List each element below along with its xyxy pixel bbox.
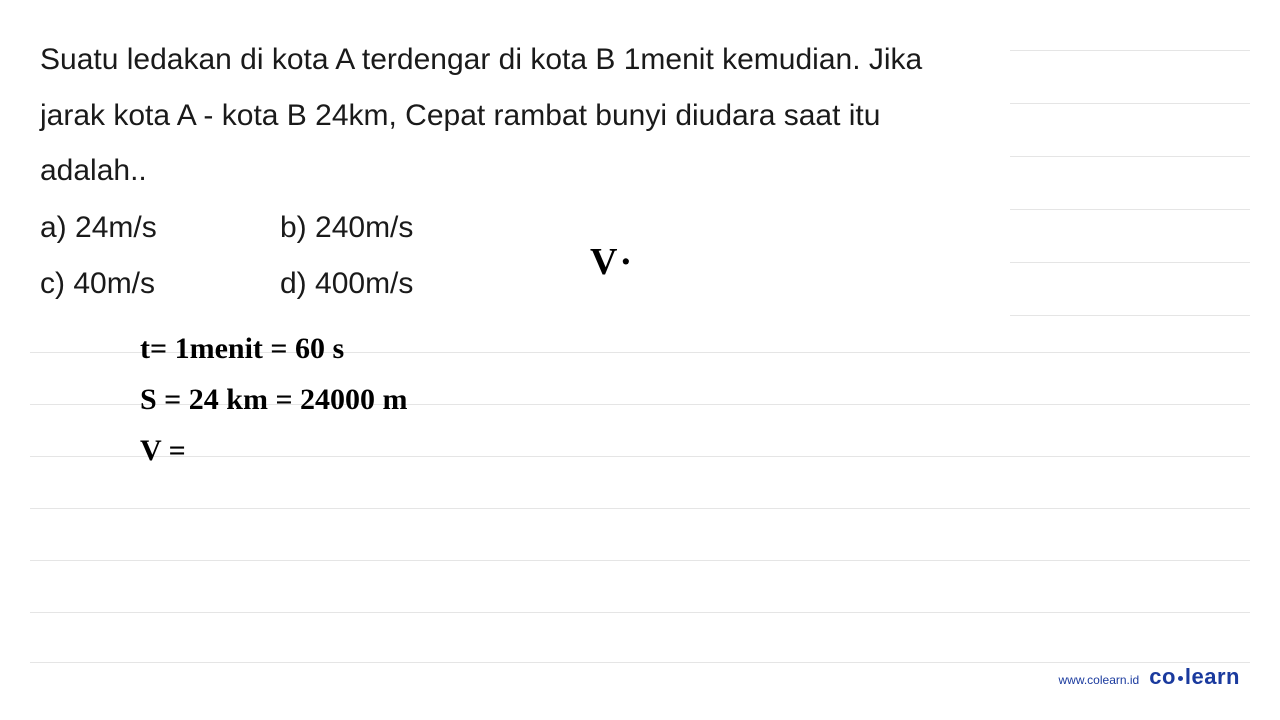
footer: www.colearn.id colearn: [1059, 664, 1240, 690]
rule-line: [30, 612, 1250, 613]
logo-dot-icon: [1178, 676, 1183, 681]
handwritten-v-symbol: V·: [590, 240, 634, 284]
brand-logo: colearn: [1149, 664, 1240, 690]
logo-part-1: co: [1149, 664, 1176, 689]
handwritten-work: t= 1menit = 60 s S = 24 km = 24000 m V =: [140, 323, 1240, 476]
option-row-2: c) 40m/s d) 400m/s: [40, 267, 1240, 301]
content-area: Suatu ledakan di kota A terdengar di kot…: [0, 0, 1280, 476]
option-c: c) 40m/s: [40, 267, 280, 301]
handwritten-line-2: S = 24 km = 24000 m: [140, 374, 1240, 425]
question-text: Suatu ledakan di kota A terdengar di kot…: [40, 32, 940, 199]
logo-part-2: learn: [1185, 664, 1240, 689]
rule-line: [30, 662, 1250, 663]
options-block: a) 24m/s b) 240m/s c) 40m/s d) 400m/s: [40, 211, 1240, 301]
option-row-1: a) 24m/s b) 240m/s: [40, 211, 1240, 245]
handwritten-line-1: t= 1menit = 60 s: [140, 323, 1240, 374]
rule-line: [30, 508, 1250, 509]
rule-line: [30, 560, 1250, 561]
option-d: d) 400m/s: [280, 267, 520, 301]
handwritten-line-3: V =: [140, 425, 1240, 476]
footer-url: www.colearn.id: [1059, 673, 1140, 687]
option-a: a) 24m/s: [40, 211, 280, 245]
option-b: b) 240m/s: [280, 211, 520, 245]
